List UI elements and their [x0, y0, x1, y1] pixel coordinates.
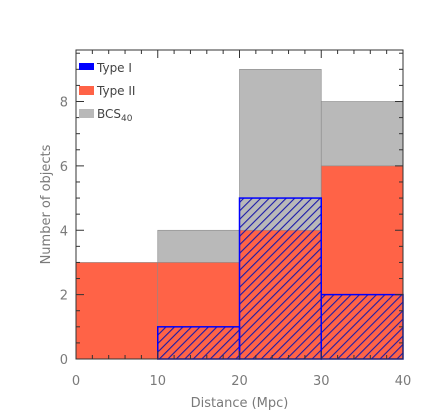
axes: 0 10 20 30 40 0 2 4 6 8 Distance (Mpc) Number of ob… — [39, 49, 412, 411]
y-axis-title: Number of objects — [39, 144, 54, 264]
legend-label-bcs40: BCS40 — [97, 107, 133, 124]
bar-type-i-bin-4 — [320, 293, 404, 360]
plot-area — [75, 69, 404, 360]
y-tick-label: 6 — [60, 160, 68, 175]
y-tick-label: 0 — [60, 353, 68, 368]
y-tick-label: 4 — [60, 224, 68, 239]
x-tick-label: 10 — [149, 374, 166, 389]
x-axis-title: Distance (Mpc) — [191, 396, 289, 411]
y-tick-label: 2 — [60, 289, 68, 304]
legend-swatch-type-i — [79, 63, 94, 70]
bar-type-i-bin-3 — [238, 197, 322, 360]
x-tick-label: 0 — [72, 374, 80, 389]
x-tick-label: 20 — [231, 374, 248, 389]
legend-label-type-i: Type I — [96, 61, 132, 75]
bar-type-i-bin-2 — [157, 326, 241, 360]
legend-swatch-type-ii — [79, 86, 94, 95]
x-tick-label: 40 — [395, 374, 412, 389]
legend-swatch-bcs40 — [79, 109, 94, 118]
y-tick-label: 8 — [60, 96, 68, 111]
legend-label-subscript: 40 — [121, 114, 133, 124]
bar-type-ii-bin-1 — [75, 262, 159, 360]
legend-label-type-ii: Type II — [96, 84, 135, 98]
legend: Type I Type II BCS40 — [79, 61, 135, 124]
x-tick-label: 30 — [313, 374, 330, 389]
